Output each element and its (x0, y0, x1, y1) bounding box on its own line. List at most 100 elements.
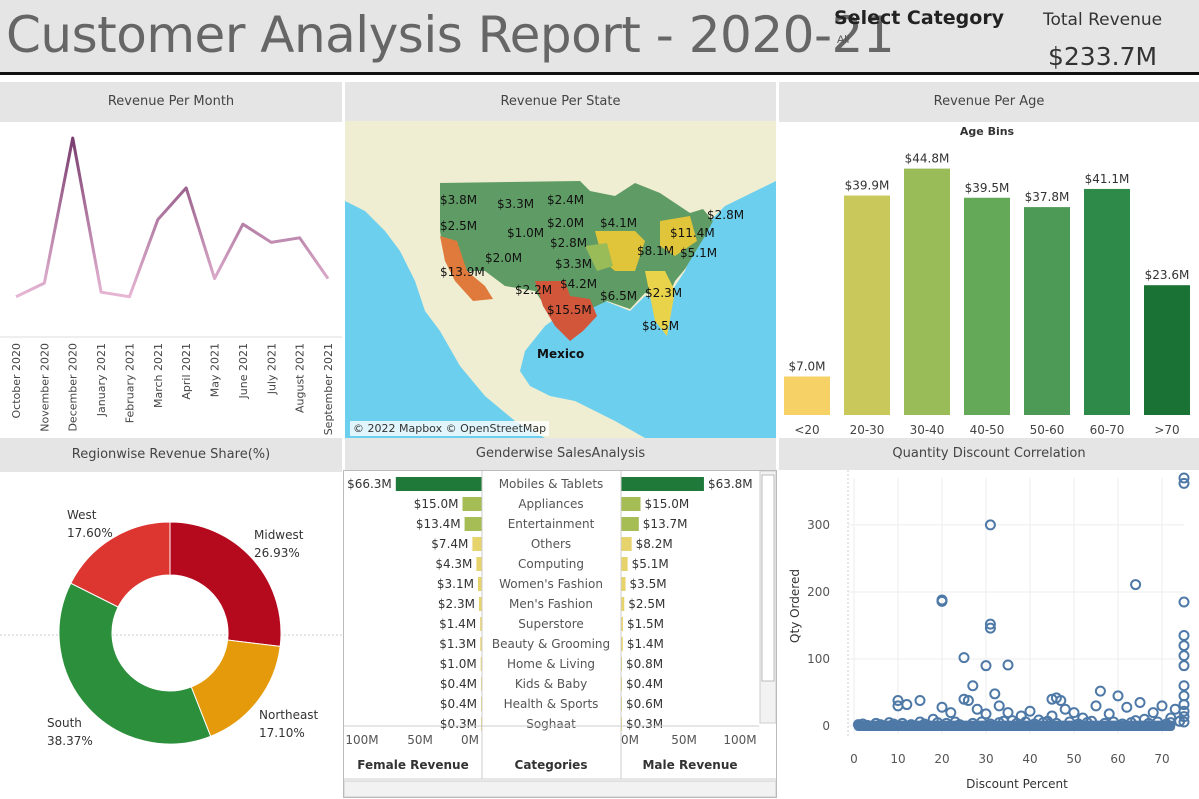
revenue-line-point (327, 277, 330, 280)
state-label: $8.5M (642, 319, 680, 333)
state-label: $2.8M (707, 208, 745, 222)
female-revenue-header: Female Revenue (357, 758, 468, 772)
state-label: $3.8M (440, 193, 478, 207)
scatter-point (1130, 715, 1142, 727)
scatter-point (936, 595, 948, 607)
male-value-label: $5.1M (632, 557, 669, 571)
scatter-point (892, 695, 904, 707)
revenue-line-point (156, 218, 159, 221)
category-label: Entertainment (508, 517, 595, 531)
age-tick-label: 40-50 (970, 423, 1005, 437)
age-tick-label: 30-40 (910, 423, 945, 437)
scatter-y-tick: 0 (822, 719, 830, 733)
scatter-point (945, 707, 957, 719)
revenue-per-state-map[interactable]: $3.8M $3.3M $2.4M $2.5M $2.0M $1.0M $4.1… (345, 121, 776, 438)
female-value-label: $66.3M (347, 477, 392, 491)
vertical-scroll-thumb (761, 474, 775, 682)
gender-analysis-panel: $66.3M $63.8M Mobiles & Tablets $15.0M $15.0… (343, 470, 777, 798)
state-label: $2.0M (547, 216, 585, 230)
age-bar-label: $39.9M (845, 179, 890, 193)
scatter-point (1002, 659, 1014, 671)
scatter-point (918, 718, 930, 730)
revenue-line-point (298, 236, 301, 239)
map-land (345, 121, 776, 438)
dashboard-header: Customer Analysis Report - 2020-21 Selec… (0, 0, 1199, 75)
age-bar-label: $7.0M (788, 360, 825, 374)
scatter-point (954, 719, 966, 731)
scatter-x-tick: 70 (1154, 752, 1169, 766)
revenue-per-month-title: Revenue Per Month (0, 82, 342, 122)
scatter-point (1178, 596, 1190, 608)
female-value-label: $1.0M (440, 657, 477, 671)
state-label: $13.9M (440, 265, 485, 279)
female-bar (395, 477, 482, 491)
category-label: Soghaat (526, 717, 576, 731)
region-slice (58, 582, 212, 745)
male-value-label: $3.5M (630, 577, 667, 591)
scatter-point (1178, 716, 1190, 728)
female-value-label: $0.4M (440, 677, 477, 691)
male-value-label: $1.4M (627, 637, 664, 651)
region-percent: 17.60% (67, 526, 113, 540)
region-label: Northeast (259, 708, 319, 722)
state-label: $4.2M (560, 277, 598, 291)
scatter-point (1178, 472, 1190, 484)
scatter-point (1178, 640, 1190, 652)
scatter-point (1174, 715, 1186, 727)
scatter-x-tick: 60 (1110, 752, 1125, 766)
map-place-label: Mexico (537, 347, 585, 361)
region-percent: 17.10% (259, 726, 305, 740)
revenue-line-point (100, 291, 103, 294)
male-bar (621, 497, 641, 511)
female-value-label: $0.4M (440, 697, 477, 711)
qty-discount-title: Quantity Discount Correlation (779, 438, 1199, 470)
male-value-label: $8.2M (636, 537, 673, 551)
revenue-per-state-title: Revenue Per State (345, 82, 776, 122)
scatter-point (958, 652, 970, 664)
female-bar (464, 517, 482, 531)
scatter-point (962, 695, 974, 707)
scatter-point (1121, 701, 1133, 713)
female-value-label: $0.3M (440, 717, 477, 731)
male-value-label: $0.3M (626, 717, 663, 731)
category-filter-dropdown[interactable]: All (837, 34, 850, 46)
state-label: $2.4M (547, 193, 585, 207)
state-label: $1.0M (507, 226, 545, 240)
gender-analysis-chart: $66.3M $63.8M Mobiles & Tablets $15.0M $15.0… (344, 471, 776, 797)
scatter-x-tick: 0 (850, 752, 858, 766)
category-label: Superstore (518, 617, 584, 631)
male-value-label: $2.5M (628, 597, 665, 611)
male-bar (621, 477, 704, 491)
region-share-chart: Midwest 26.93% Northeast 17.10% South 38.37% W… (0, 508, 342, 748)
revenue-per-age-title: Revenue Per Age (779, 82, 1199, 122)
age-bar-label: $41.1M (1085, 172, 1130, 186)
state-label: $8.1M (637, 244, 675, 258)
revenue-line-point (213, 277, 216, 280)
male-bar (621, 617, 623, 631)
revenue-line-point (15, 295, 18, 298)
state-label: $2.2M (515, 283, 553, 297)
region-label: South (47, 716, 82, 730)
scatter-y-tick: 100 (807, 652, 830, 666)
category-label: Mobiles & Tablets (499, 477, 604, 491)
age-bar-label: $23.6M (1145, 268, 1190, 282)
age-bar (1144, 285, 1190, 415)
map-attribution[interactable]: © 2022 Mapbox © OpenStreetMap (350, 421, 550, 436)
category-label: Computing (518, 557, 584, 571)
female-bar (479, 597, 482, 611)
male-axis-tick: 0M (621, 733, 639, 747)
state-label: $3.3M (497, 197, 535, 211)
male-revenue-header: Male Revenue (642, 758, 737, 772)
scatter-point (901, 699, 913, 711)
region-percent: 26.93% (254, 546, 300, 560)
male-bar (621, 637, 623, 651)
category-label: Beauty & Grooming (492, 637, 610, 651)
age-tick-label: <20 (794, 423, 819, 437)
scatter-x-tick: 20 (934, 752, 949, 766)
scatter-point (1002, 707, 1014, 719)
age-tick-label: 60-70 (1090, 423, 1125, 437)
scatter-x-tick: 30 (978, 752, 993, 766)
category-filter-label: Select Category (834, 7, 1005, 29)
age-bar (1084, 188, 1130, 415)
region-slice (169, 521, 282, 647)
